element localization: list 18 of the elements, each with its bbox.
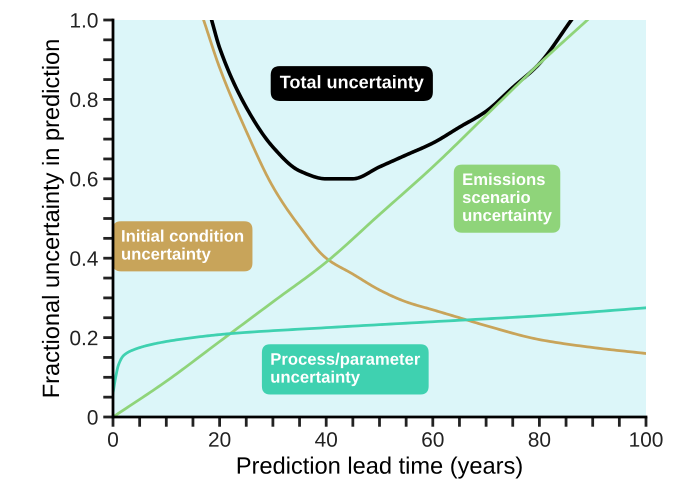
x-tick-label: 100: [630, 432, 663, 447]
series-label: Process/parameter uncertainty: [271, 352, 420, 386]
y-tick-label: 0.8: [70, 92, 98, 108]
x-tick-label: 60: [422, 432, 444, 447]
y-tick-label: 0: [88, 410, 98, 425]
x-tick-label: 0: [108, 432, 118, 447]
y-tick-label: 0.2: [70, 330, 98, 346]
series-label: Emissions scenario uncertainty: [462, 172, 552, 224]
text: Initial condition uncertainty: [122, 230, 244, 264]
y-tick-label: 1.0: [71, 13, 98, 28]
text: Total uncertainty: [280, 75, 424, 92]
x-tick-label: 40: [315, 432, 337, 447]
y-tick-label: 0.4: [70, 251, 98, 266]
y-axis-title: Fractional uncertainty in prediction: [42, 40, 64, 396]
x-axis-title: Prediction lead time (years): [238, 456, 522, 479]
x-tick-label: 20: [209, 432, 230, 447]
x-tick-label: 80: [528, 432, 550, 447]
y-tick-label: 0.6: [70, 172, 98, 187]
